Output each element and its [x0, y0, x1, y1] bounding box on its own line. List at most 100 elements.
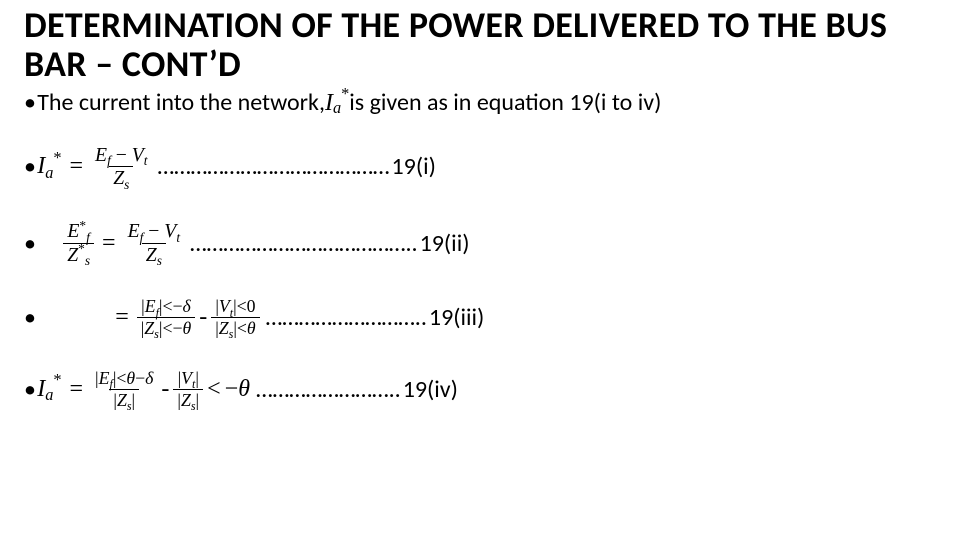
eq2-rhs-Zsub: s	[157, 253, 162, 268]
eq1-number: 19(i)	[389, 152, 435, 181]
eq3-term2: Vt <0 Zs<θ	[211, 296, 259, 338]
eq4-tail: −θ	[225, 376, 250, 403]
eq2-dots: …………………………………..	[184, 229, 418, 258]
eq4-t1-Zss: s	[127, 399, 132, 413]
eq3-t2-zero: 0	[247, 296, 256, 316]
slide-title: DETERMINATION OF THE POWER DELIVERED TO …	[24, 6, 936, 84]
eq4-lhs-sub: a	[45, 385, 53, 405]
eq1-lhs: I a *	[37, 153, 61, 180]
eq3-t1-sign: −	[173, 296, 183, 316]
eq3-number: 19(iii)	[427, 303, 484, 332]
equals-sign: =	[94, 230, 124, 257]
eq3-t2-Vts: t	[230, 306, 233, 320]
eq3-t1-theta: θ	[182, 318, 191, 338]
eq1-lhs-I: I	[37, 153, 45, 180]
eq4-t1-theta: θ	[126, 368, 135, 388]
eq1-lhs-sub: a	[45, 163, 53, 183]
bullet-icon	[24, 303, 37, 332]
equals-sign: =	[62, 153, 92, 180]
eq2-rhs-V: V	[164, 220, 176, 242]
eq4-t2-Zss: s	[191, 399, 196, 413]
eq1-rhs-Zsub: s	[124, 177, 129, 192]
intro-Ia-I: I	[325, 88, 333, 118]
eq2-lhs-frac: E*f Z*s	[63, 220, 94, 266]
eq4-tail-sign: −	[225, 376, 239, 403]
eq2-number: 19(ii)	[418, 229, 470, 258]
intro-Ia-sup: *	[341, 84, 349, 104]
eq3-t1-Zss: s	[154, 327, 159, 341]
eq2-lhs-Esub: f	[86, 230, 90, 245]
eq3-t2-theta: θ	[247, 318, 256, 338]
intro-Ia-sub: a	[333, 98, 341, 118]
eq4-t1-Zs: Z	[117, 390, 127, 410]
eq4-t1-delta: δ	[145, 368, 153, 388]
eq4-t2-Zs: Z	[181, 390, 191, 410]
eq4-t1-minus: −	[135, 368, 145, 388]
eq3-t2-Vt: V	[219, 296, 230, 316]
eq4-term1: Ef <θ−δ Zs	[91, 368, 157, 410]
eq3-t1-dop: <	[162, 318, 172, 338]
intro-line: The current into the network, I a * is g…	[24, 88, 936, 118]
eq4-t1-Efs: f	[109, 377, 112, 391]
eq1-rhs-V: V	[132, 144, 144, 166]
eq4-dots: ……………………..	[250, 375, 401, 404]
equation-19iv: I a * = Ef<θ−δ Zs - Vt Zs < −θ …………………….…	[24, 368, 936, 410]
intro-Ia: I a *	[325, 88, 349, 118]
eq3-t1-Zs: Z	[144, 318, 154, 338]
eq4-lhs-sup: *	[53, 370, 61, 390]
equals-sign: =	[62, 376, 92, 403]
eq4-term2: Vt Zs	[173, 368, 203, 410]
eq2-rhs-E: E	[128, 220, 140, 242]
eq1-rhs-E: E	[95, 144, 107, 166]
eq2-lhs-Z: Z	[67, 244, 78, 266]
equation-19iii: = Ef<−δ Zs<−θ - Vt<0 Zs<θ ……………………….. 19…	[24, 296, 936, 338]
minus-sign: -	[157, 376, 173, 403]
intro-before: The current into the network,	[37, 88, 325, 118]
eq3-t2-op: <	[237, 296, 247, 316]
eq4-tail-theta: θ	[238, 376, 250, 403]
eq4-t1-Ef: E	[99, 368, 110, 388]
bullet-icon	[24, 375, 37, 404]
eq2-rhs-Esub: f	[140, 230, 144, 245]
equation-19ii: E*f Z*s = Ef − Vt Zs ………………………………….. 19(…	[24, 220, 936, 266]
bullet-icon	[24, 229, 37, 258]
eq4-t2-Vt: V	[181, 368, 192, 388]
eq1-rhs-Vsub: t	[144, 153, 148, 168]
eq2-lhs-Zsub: s	[85, 253, 90, 268]
eq3-t1-Efs: f	[156, 306, 159, 320]
eq2-lhs-E: E	[67, 220, 79, 242]
eq4-lhs: I a *	[37, 376, 61, 403]
eq2-lhs-Zsup: *	[78, 241, 85, 256]
eq1-rhs-Esub: f	[107, 153, 111, 168]
bullet-icon	[24, 152, 37, 181]
eq3-term1: Ef<−δ Zs<−θ	[137, 296, 195, 338]
eq3-t1-Ef: E	[145, 296, 156, 316]
eq1-rhs-frac: Ef − Vt Zs	[91, 144, 151, 190]
slide: DETERMINATION OF THE POWER DELIVERED TO …	[0, 0, 960, 540]
eq3-t2-Zss: s	[229, 327, 234, 341]
intro-after: is given as in equation 19(i to iv)	[349, 88, 661, 118]
equation-19i: I a * = Ef − Vt Zs …………………………………… 19(i)	[24, 144, 936, 190]
eq4-t1-op: <	[116, 368, 126, 388]
eq3-dots: ………………………..	[260, 303, 427, 332]
eq2-rhs-frac: Ef − Vt Zs	[124, 220, 184, 266]
eq3-t1-delta: δ	[183, 296, 191, 316]
eq4-t2-Vts: t	[192, 377, 195, 391]
eq3-t2-dop: <	[237, 318, 247, 338]
eq4-lhs-I: I	[37, 376, 45, 403]
eq4-number: 19(iv)	[401, 375, 458, 404]
bullet-icon	[24, 88, 37, 118]
eq1-rhs-minus: −	[116, 144, 127, 166]
eq2-rhs-Vsub: t	[176, 230, 180, 245]
eq3-t1-op: <	[162, 296, 172, 316]
eq1-rhs-Z: Z	[113, 167, 124, 189]
eq4-tail-op: <	[203, 376, 225, 403]
minus-sign: -	[195, 304, 211, 331]
eq3-t2-Zs: Z	[219, 318, 229, 338]
eq2-rhs-minus: −	[148, 220, 159, 242]
eq1-lhs-sup: *	[53, 148, 61, 168]
eq2-rhs-Z: Z	[146, 244, 157, 266]
eq3-t1-dsign: −	[172, 318, 182, 338]
equals-sign: =	[107, 304, 137, 331]
eq1-dots: ……………………………………	[152, 152, 390, 181]
